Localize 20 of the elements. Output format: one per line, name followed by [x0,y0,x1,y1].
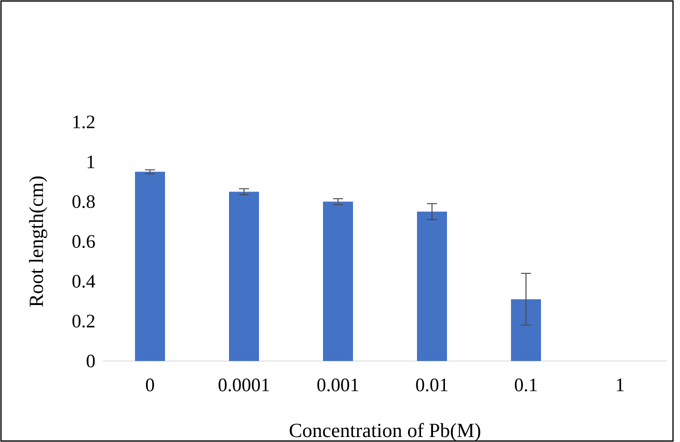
x-tick-label: 1 [616,378,624,392]
y-tick-label: 1 [88,156,94,168]
y-tick-label: 0.6 [72,235,95,248]
bar [323,202,353,361]
y-tick-label: 0.4 [72,274,96,288]
y-tick-label: 0.2 [72,314,94,328]
x-tick-label: 0 [146,378,154,392]
bar [511,299,541,361]
y-axis-title: Root length(cm) [29,176,48,307]
x-tick-label: 0.0001 [218,378,269,392]
y-tick-label: 1.2 [73,116,94,128]
bar [229,192,259,361]
x-tick-label: 0.001 [317,378,358,392]
x-tick-label: 0.1 [514,378,537,392]
y-tick-label: 0.8 [72,195,95,208]
bar [417,212,447,361]
y-tick-label: 0 [86,354,95,368]
x-axis-title: Concentration of Pb(M) [290,422,480,442]
x-tick-label: 0.01 [416,378,448,392]
bar [135,172,165,361]
